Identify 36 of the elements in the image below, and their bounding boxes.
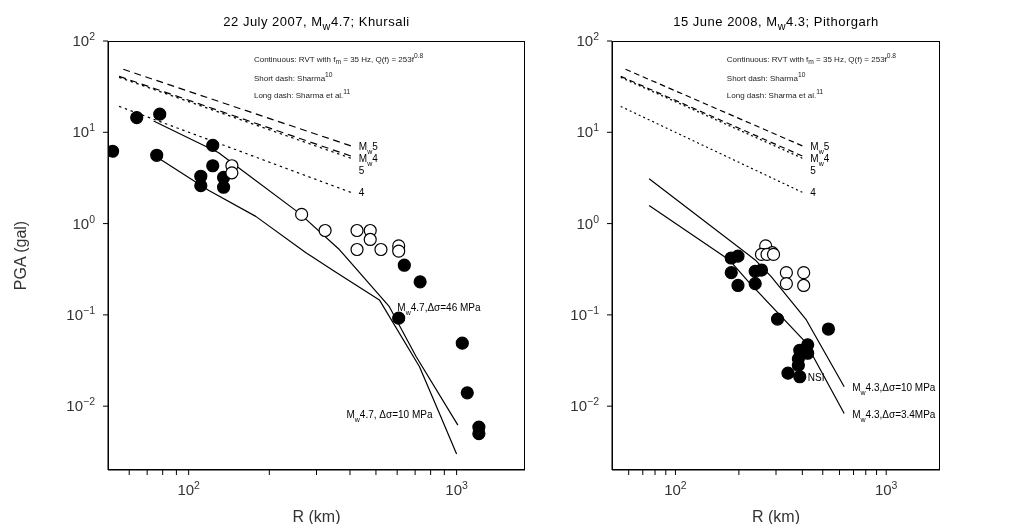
- annotation: Long dash: Sharma et al.$^{11}$: [253, 86, 352, 102]
- annotation: M$_{w}$4.7, Δσ=10 MPa: [346, 408, 433, 423]
- series-label: M$_{w}$4: [810, 153, 830, 167]
- y-tick-label: 10$^{1}$: [72, 121, 96, 141]
- chart-title: 15 June 2008, M$_{w}$4.3; Pithorgarh: [672, 14, 880, 32]
- annotation: Long dash: Sharma et al.$^{11}$: [726, 86, 825, 102]
- y-tick-label: 10$^{2}$: [576, 30, 600, 49]
- y-axis-title: PGA (gal): [11, 220, 29, 291]
- y-tick-label: 10$^{−1}$: [570, 303, 600, 323]
- annotation: Short dash: Sharma$^{10}$: [726, 70, 807, 85]
- x-tick-label: 10$^{3}$: [445, 479, 469, 498]
- x-tick-label: 10$^{3}$: [874, 479, 898, 498]
- series-label: 5: [810, 165, 817, 177]
- y-tick-label: 10$^{−2}$: [66, 395, 96, 415]
- y-tick-label: 10$^{2}$: [72, 30, 96, 49]
- y-tick-label: 10$^{1}$: [576, 121, 600, 141]
- annotation: Continuous: RVT with f$_{m}$ = 35 Hz, Q(f) = 253f$^{0.8}$: [253, 51, 424, 68]
- annotation: Short dash: Sharma$^{10}$: [253, 70, 334, 85]
- y-tick-label: 10$^{0}$: [576, 212, 600, 232]
- series-label: M$_{w}$5: [358, 140, 379, 155]
- series-label: 4: [358, 187, 365, 199]
- series-label: M$_{w}$4: [358, 153, 379, 167]
- annotation: M$_{w}$4.3,Δσ=3.4MPa: [852, 408, 936, 423]
- series-label: 4: [810, 187, 817, 199]
- annotation: M$_{w}$4.3,Δσ=10 MPa: [852, 381, 936, 396]
- y-tick-label: 10$^{0}$: [72, 212, 96, 232]
- annotation: NSI: [807, 371, 825, 383]
- y-tick-label: 10$^{−1}$: [66, 303, 96, 323]
- x-tick-label: 10$^{2}$: [664, 479, 687, 498]
- chart-title: 22 July 2007, M$_{w}$4.7; Khursali: [222, 14, 411, 32]
- series-label: M$_{w}$5: [810, 140, 830, 155]
- x-tick-label: 10$^{2}$: [177, 479, 201, 498]
- series-label: 5: [358, 165, 365, 177]
- annotation: Continuous: RVT with f$_{m}$ = 35 Hz, Q(f) = 253f$^{0.8}$: [726, 51, 897, 68]
- annotation: M$_{w}$4.7,Δσ=46 MPa: [397, 301, 482, 316]
- y-tick-label: 10$^{−2}$: [570, 395, 600, 415]
